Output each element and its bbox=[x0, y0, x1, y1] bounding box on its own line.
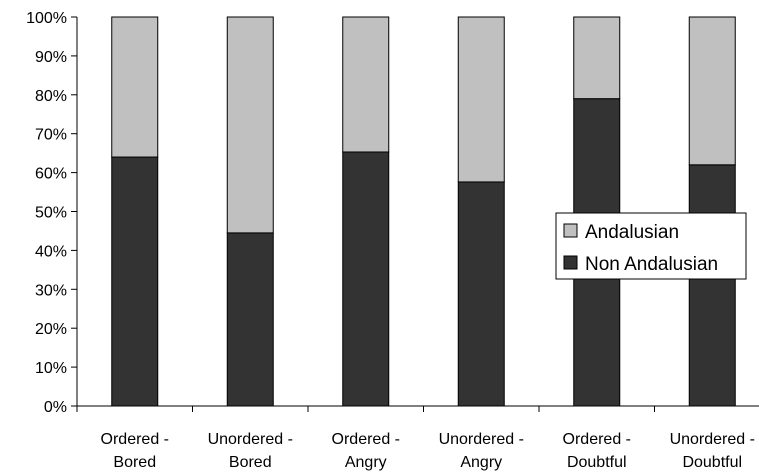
bar-segment-non-andalusian bbox=[458, 182, 504, 406]
y-tick-label: 30% bbox=[35, 282, 67, 299]
legend-swatch bbox=[564, 224, 577, 237]
bar-segment-non-andalusian bbox=[343, 152, 389, 406]
x-tick-label: Ordered -Bored bbox=[101, 431, 169, 471]
x-tick-label: Unordered -Bored bbox=[208, 431, 293, 471]
x-tick-label: Ordered -Angry bbox=[332, 431, 400, 471]
bar-segment-non-andalusian bbox=[689, 165, 735, 406]
y-tick-label: 20% bbox=[35, 321, 67, 338]
legend-label: Andalusian bbox=[585, 222, 679, 243]
x-tick-label: Ordered -Doubtful bbox=[563, 431, 631, 471]
bars bbox=[112, 17, 736, 406]
y-tick-label: 100% bbox=[26, 10, 67, 27]
y-tick-label: 80% bbox=[35, 88, 67, 105]
x-tick-label: Unordered -Doubtful bbox=[670, 431, 755, 471]
bar-segment-andalusian bbox=[689, 17, 735, 165]
y-tick-label: 40% bbox=[35, 243, 67, 260]
y-tick-label: 70% bbox=[35, 127, 67, 144]
bar-segment-non-andalusian bbox=[112, 157, 158, 406]
bar-segment-andalusian bbox=[574, 17, 620, 99]
y-tick-label: 90% bbox=[35, 49, 67, 66]
bar-segment-andalusian bbox=[112, 17, 158, 157]
y-tick-label: 10% bbox=[35, 360, 67, 377]
y-tick-label: 60% bbox=[35, 166, 67, 183]
bar-segment-andalusian bbox=[227, 17, 273, 233]
y-axis: 0% 10% 20% 30% 40% 50% 60% 70% 80% 90% 100% bbox=[26, 10, 77, 416]
bar-segment-non-andalusian bbox=[227, 233, 273, 406]
x-tick-label: Unordered -Angry bbox=[439, 431, 524, 471]
y-tick-label: 50% bbox=[35, 205, 67, 222]
y-tick-label: 0% bbox=[44, 399, 67, 416]
legend-label: Non Andalusian bbox=[585, 254, 718, 275]
bar-segment-andalusian bbox=[343, 17, 389, 152]
legend: Andalusian Non Andalusian bbox=[556, 213, 746, 279]
legend-swatch bbox=[564, 256, 577, 269]
x-axis: Ordered -Bored Unordered -Bored Ordered -A… bbox=[77, 406, 759, 471]
bar-segment-andalusian bbox=[458, 17, 504, 182]
